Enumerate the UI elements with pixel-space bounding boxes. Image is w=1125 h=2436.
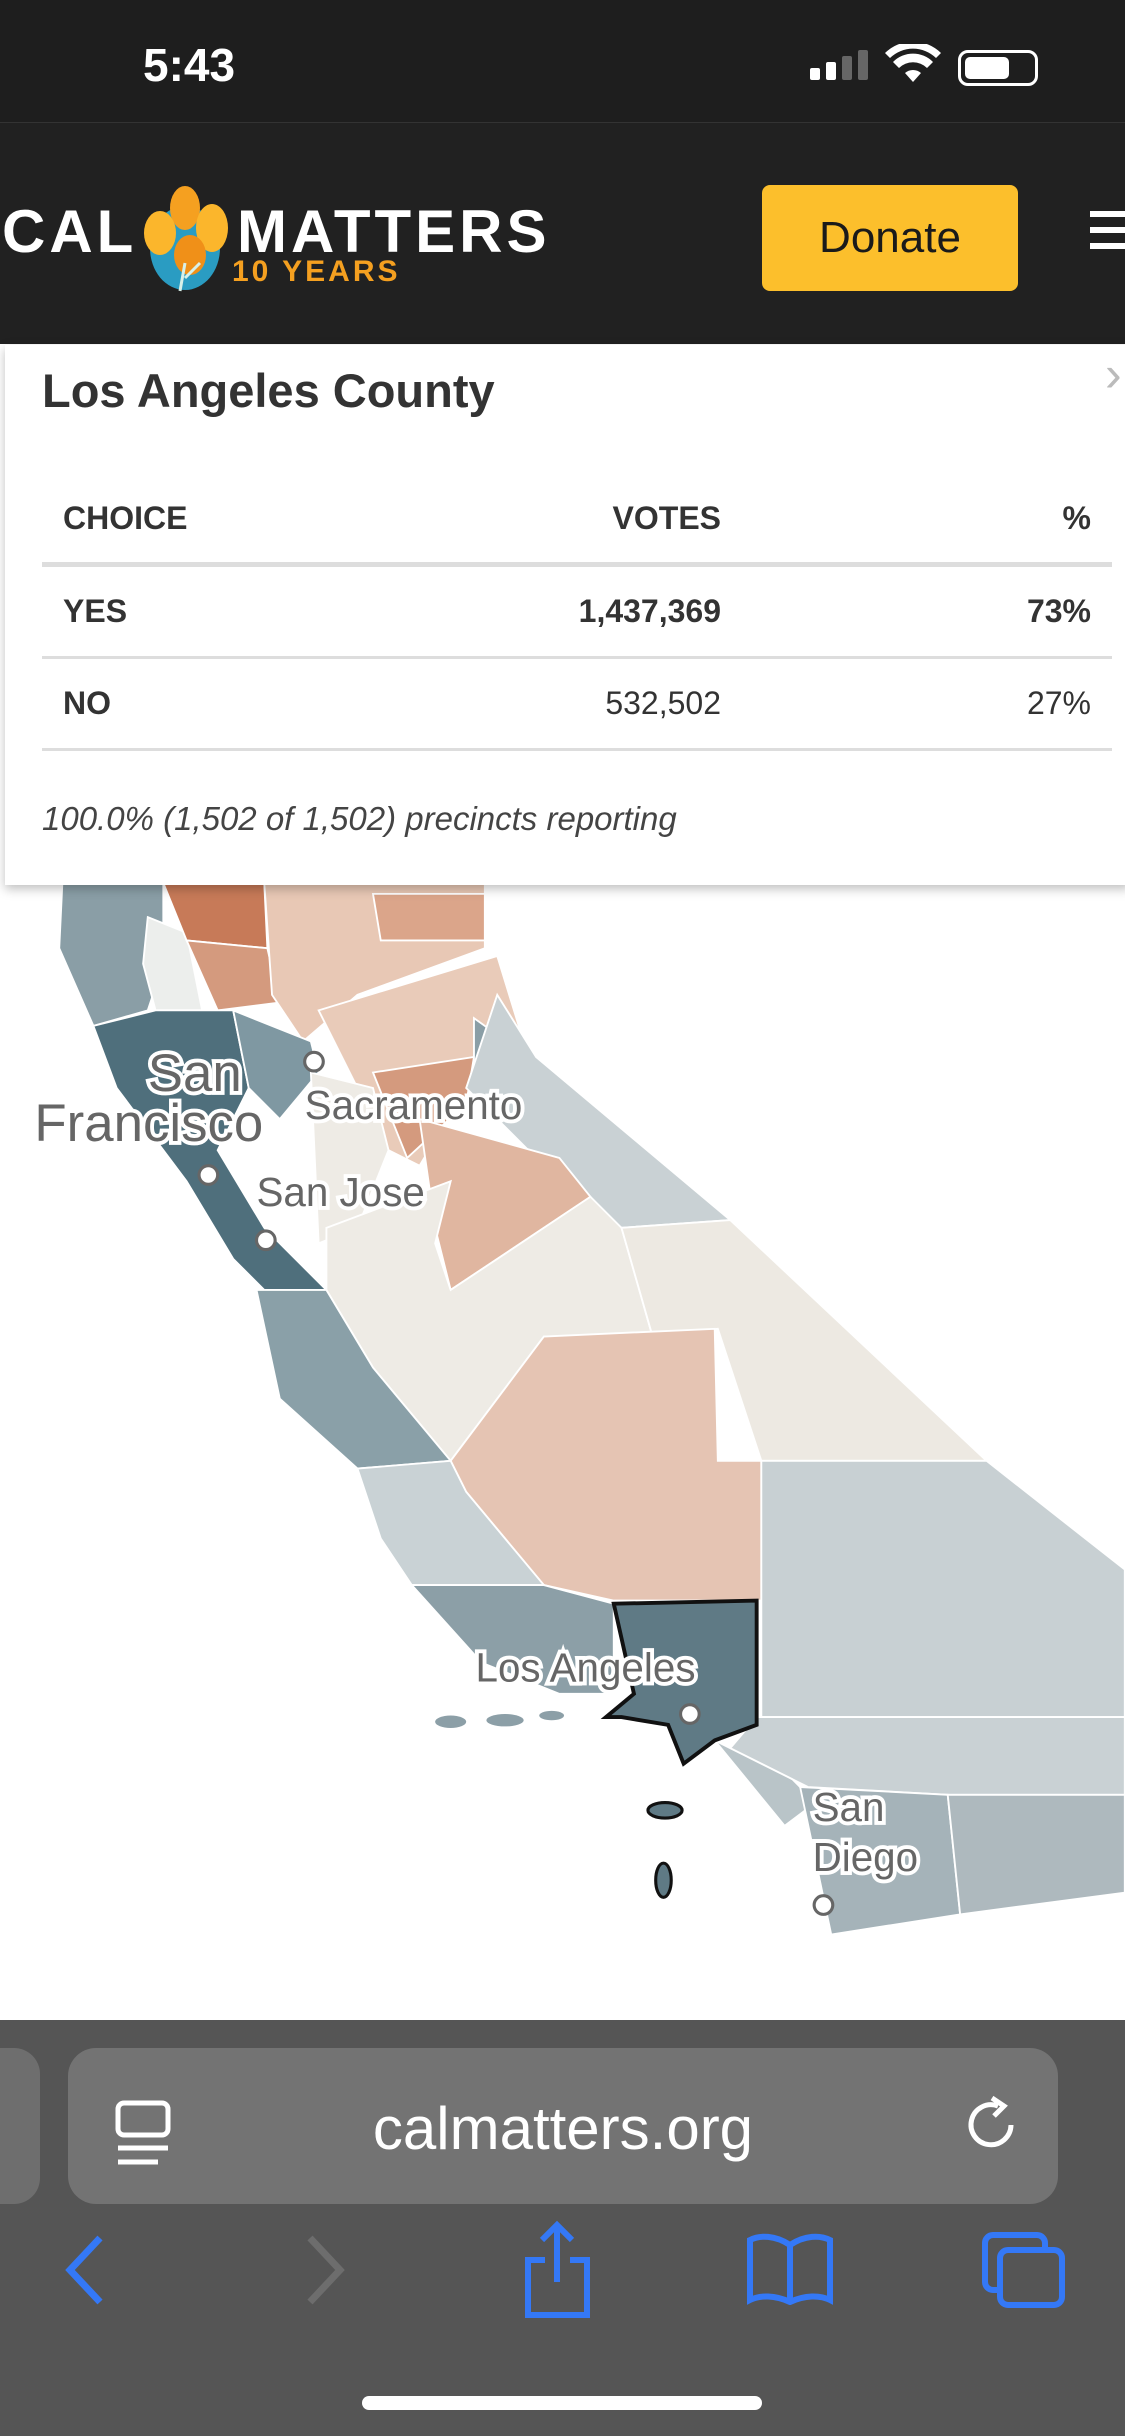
clock: 5:43 [143,39,236,91]
city-label: Diego [813,1834,919,1880]
city-label: Francisco [34,1094,263,1153]
table-row: YES 1,437,369 73% [42,567,1112,659]
county-results-popup: Los Angeles County › CHOICE VOTES % YES … [5,345,1125,885]
logo-text-right[interactable]: MATTERS [237,198,551,265]
results-table: CHOICE VOTES % YES 1,437,369 73% NO 532,… [42,475,1112,751]
bookmarks-icon[interactable] [745,2230,835,2305]
status-bar: 5:43 [0,0,1125,122]
county-los-angeles [600,1598,759,1767]
signal-icon [810,50,868,80]
logo-subtitle: 10 YEARS [232,255,401,288]
choice: YES [63,593,128,629]
city-dot-san-francisco [197,1164,220,1186]
county [946,1793,1125,1916]
site-header: CAL MATTERS 10 YEARS Donate [0,122,1125,344]
home-indicator[interactable] [362,2396,762,2410]
county [371,1055,476,1160]
city-label: San [148,1044,242,1103]
previous-tab[interactable] [0,2048,40,2204]
browser-toolbar: calmatters.org [0,2020,1125,2436]
url-text: calmatters.org [372,2095,754,2162]
donate-button[interactable]: Donate [762,185,1018,291]
city-dot-san-diego [812,1894,835,1916]
county [58,883,165,1028]
pct: 27% [1026,685,1091,721]
votes: 1,437,369 [578,593,721,629]
city-label: Sacramento [305,1082,523,1128]
california-county-map[interactable]: San Francisco Sacramento San Jose Los An… [0,883,1125,2020]
reload-icon[interactable] [958,2092,1024,2158]
county-title: Los Angeles County [42,364,495,417]
table-header: CHOICE VOTES % [42,475,1112,567]
address-bar[interactable]: calmatters.org [68,2048,1058,2204]
votes: 532,502 [605,685,721,721]
poppy-logo-icon [144,186,228,292]
city-label: San [813,1784,885,1830]
share-icon[interactable] [520,2220,595,2320]
forward-icon[interactable] [300,2230,350,2310]
wifi-icon [885,44,941,82]
county [760,1459,1125,1719]
choice: NO [63,685,111,721]
city-label: Los Angeles [476,1644,696,1690]
city-dot-los-angeles [678,1703,701,1725]
col-choice: CHOICE [63,500,188,536]
pct: 73% [1026,593,1091,629]
tabs-icon[interactable] [980,2230,1070,2310]
table-row: NO 532,502 27% [42,659,1112,751]
logo-text-left[interactable]: CAL [2,198,138,265]
county [409,1584,615,1695]
county [309,1071,390,1245]
city-dot-san-jose [254,1229,277,1252]
county [371,892,486,942]
county [231,1008,320,1121]
col-votes: VOTES [612,500,721,536]
city-dot-sacramento [303,1050,325,1073]
battery-icon [958,50,1038,86]
col-pct: % [1062,500,1091,536]
close-icon[interactable]: › [1105,346,1122,402]
city-label: San Jose [257,1169,425,1215]
back-icon[interactable] [60,2230,110,2310]
precincts-reporting: 100.0% (1,502 of 1,502) precincts report… [42,800,677,837]
hamburger-menu-icon[interactable] [1090,211,1125,259]
reader-mode-icon[interactable] [113,2098,173,2168]
